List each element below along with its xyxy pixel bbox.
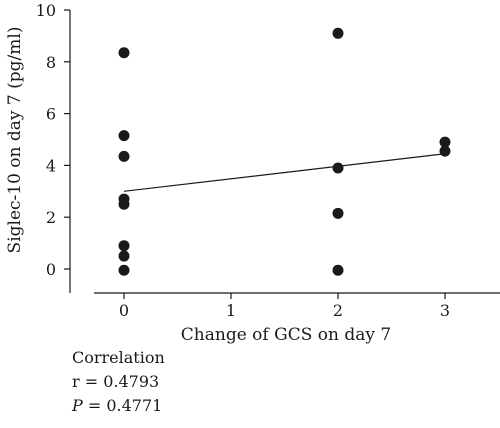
correlation-stats: Correlation r = 0.4793 P = 0.4771 — [72, 346, 165, 418]
correlation-p: P = 0.4771 — [72, 394, 165, 418]
data-point — [332, 264, 344, 276]
trendline-group — [123, 153, 446, 192]
y-tick-label: 2 — [46, 208, 56, 227]
data-point — [118, 250, 130, 262]
data-point — [332, 207, 344, 219]
x-axis-label: Change of GCS on day 7 — [181, 325, 391, 345]
trendline — [123, 153, 446, 192]
p-symbol: P — [72, 396, 83, 415]
x-tick-label: 3 — [440, 301, 450, 320]
y-tick-label: 0 — [46, 260, 56, 279]
data-point — [118, 130, 130, 142]
x-tick-label: 2 — [333, 301, 343, 320]
y-tick-label: 6 — [46, 105, 56, 124]
axes — [69, 10, 500, 294]
p-value: = 0.4771 — [82, 396, 163, 415]
data-point — [439, 145, 451, 157]
data-point — [332, 162, 344, 174]
data-point — [439, 136, 451, 148]
data-point — [118, 240, 130, 252]
data-point — [332, 27, 344, 39]
data-point — [118, 47, 130, 59]
y-tick-label: 10 — [36, 1, 56, 20]
y-axis-label: Siglec-10 on day 7 (pg/ml) — [5, 27, 25, 254]
data-point — [118, 198, 130, 210]
data-point — [118, 264, 130, 276]
y-tick-label: 8 — [46, 53, 56, 72]
data-points — [118, 27, 451, 276]
x-tick-label: 1 — [226, 301, 236, 320]
y-tick-label: 4 — [46, 156, 56, 175]
x-tick-label: 0 — [119, 301, 129, 320]
correlation-heading: Correlation — [72, 348, 165, 367]
correlation-r: r = 0.4793 — [72, 372, 160, 391]
ticks: 0 2 4 6 8 10 0 1 2 3 — [36, 1, 450, 320]
data-point — [118, 150, 130, 162]
